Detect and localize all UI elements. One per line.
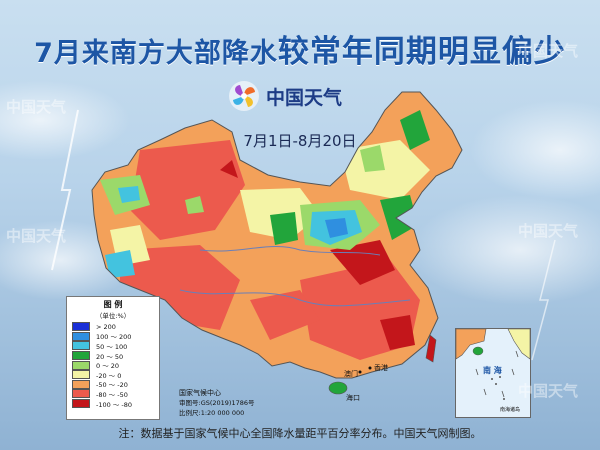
legend-label: > 200 [96,322,116,331]
brand-logo: 中国天气 [228,80,342,112]
legend-item: 50 ～ 100 [72,341,159,351]
legend-item: -100 ～ -80 [72,399,159,409]
legend-label: 50 ～ 100 [96,342,128,351]
city-haikou: 海口 [346,393,360,402]
watermark: 中国天气 [518,382,579,400]
credit-review-no: 审图号:GS(2019)1786号 [179,399,255,407]
legend-label: -80 ～ -50 [96,390,128,399]
legend-label: 20 ～ 50 [96,352,124,361]
logo-text: 中国天气 [266,86,343,109]
legend-swatch [72,331,90,341]
legend-swatch [72,341,90,351]
legend-swatch [72,389,90,399]
legend-item: 20 ～ 50 [72,351,159,361]
legend-swatch [72,370,90,380]
legend-unit: （单位:%） [95,312,131,320]
map-credit: 国家气候中心 审图号:GS(2019)1786号 比例尺:1:20 000 00… [179,388,255,418]
watermark: 中国天气 [6,227,67,245]
legend-item: 100 ～ 200 [72,331,159,342]
legend-label: -20 ～ 0 [96,371,122,380]
inset-sub: 南海诸岛 [500,406,520,413]
watermark: 中国天气 [518,42,579,60]
date-range: 7月1日-8月20日 [243,132,357,150]
pinwheel-logo-icon [229,81,259,111]
legend-swatch [72,322,90,332]
legend-label: -100 ～ -80 [96,400,133,409]
legend-label: -50 ～ -20 [96,381,128,390]
legend-item: -20 ～ 0 [72,370,159,380]
city-hongkong: 香港 [374,363,388,372]
city-macao: 澳门 [344,369,358,378]
legend-item: -50 ～ -20 [72,379,159,390]
taiwan-island [425,334,437,363]
legend-label: 0 ～ 20 [96,362,120,371]
legend-item: 0 ～ 20 [72,360,159,370]
watermark: 中国天气 [6,98,67,116]
inset-label: 南 海 [483,365,502,375]
legend-rows: > 200 100 ～ 200 50 ～ 100 20 ～ 50 0 ～ 20 -20 ～… [67,322,159,409]
inset-map: 南 海 南海诸岛 [455,328,531,417]
map-legend: 图 例 （单位:%） > 200 100 ～ 200 50 ～ 100 20 ～ 50… [66,296,160,420]
south-china-sea-inset: 南 海 南海诸岛 [455,328,531,418]
legend-item: -80 ～ -50 [72,389,159,399]
legend-title: 图 例 [103,300,123,309]
page-title: 7月来南方大部降水较常年同期明显偏少 [0,26,600,71]
title-part2: 较常年同期明显偏少 [277,34,566,70]
watermark: 中国天气 [518,222,579,240]
legend-swatch [72,399,90,409]
legend-label: 100 ～ 200 [96,333,132,342]
legend-swatch [72,360,90,370]
title-part1: 7月来南方大部降水 [34,38,278,69]
credit-center: 国家气候中心 [179,389,221,397]
credit-scale: 比例尺:1:20 000 000 [179,409,245,417]
legend-item: > 200 [72,322,159,332]
legend-swatch [72,351,90,361]
legend-swatch [72,379,90,389]
footnote: 注：数据基于国家气候中心全国降水量距平百分率分布。中国天气网制图。 [118,427,482,440]
hainan-island [328,381,348,395]
